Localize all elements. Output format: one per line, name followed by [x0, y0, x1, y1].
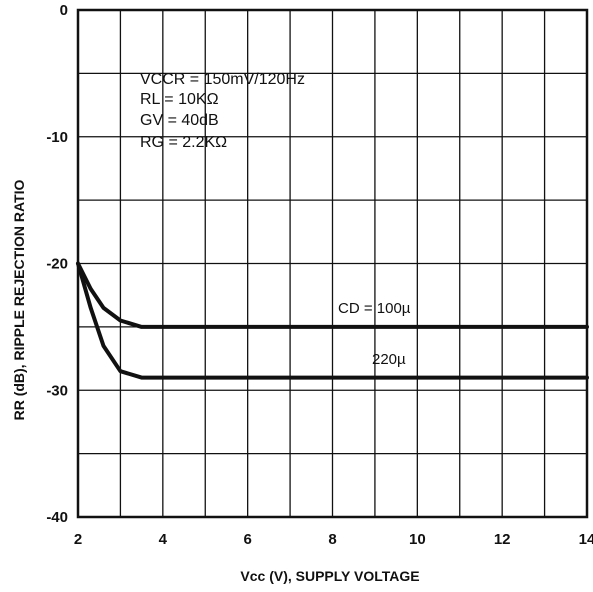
- x-tick-label: 4: [159, 531, 168, 548]
- x-tick-label: 6: [243, 531, 251, 548]
- y-tick-labels: 0 -10 -20 -30 -40: [46, 2, 68, 526]
- condition-gv: GV = 40dB: [140, 112, 219, 129]
- y-tick-label: -10: [46, 129, 68, 146]
- x-tick-label: 10: [409, 531, 426, 548]
- series-line-2: [76, 261, 589, 380]
- y-tick-label: -40: [46, 509, 68, 526]
- condition-rg: RG = 2.2KΩ: [140, 134, 227, 151]
- x-axis-title: Vcc (V), SUPPLY VOLTAGE: [240, 568, 419, 584]
- condition-rl: RL = 10KΩ: [140, 91, 219, 108]
- x-tick-label: 8: [328, 531, 336, 548]
- y-tick-label: -20: [46, 256, 68, 273]
- x-tick-labels: 2 4 6 8 10 12 14: [74, 531, 593, 548]
- series-label-100u: CD = 100µ: [338, 300, 411, 317]
- condition-vccr: VCCR = 150mV/120Hz: [140, 71, 305, 88]
- y-axis-title: RR (dB), RIPPLE REJECTION RATIO: [11, 179, 27, 420]
- y-tick-label: 0: [60, 2, 68, 19]
- series-line-1: [76, 261, 589, 329]
- x-tick-label: 12: [494, 531, 511, 548]
- y-tick-label: -30: [46, 382, 68, 399]
- x-tick-label: 2: [74, 531, 82, 548]
- test-conditions: VCCR = 150mV/120Hz RL = 10KΩ GV = 40dB R…: [140, 71, 305, 151]
- x-tick-label: 14: [579, 531, 593, 548]
- data-series: [76, 261, 589, 380]
- series-label-220u: 220µ: [372, 351, 406, 368]
